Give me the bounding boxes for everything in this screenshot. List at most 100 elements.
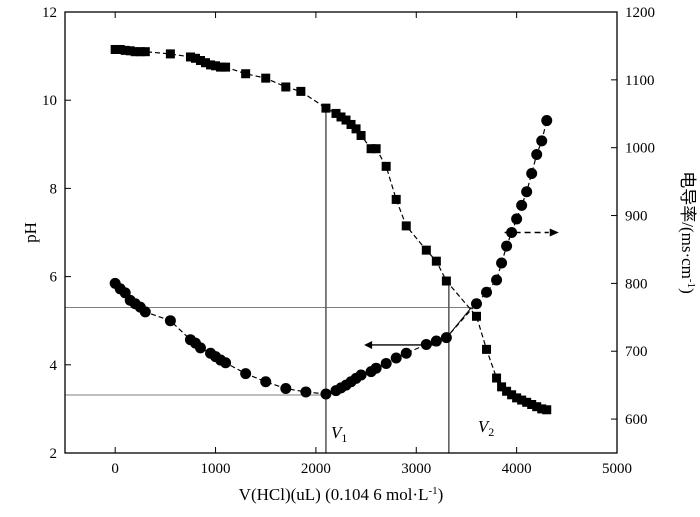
ph-data-point [517, 395, 527, 405]
conductivity-data-point [481, 286, 493, 298]
ph-data-point [216, 62, 226, 72]
y-right-tick-label: 1200 [625, 5, 655, 21]
conductivity-data-point [536, 135, 548, 147]
ph-data-point [371, 144, 381, 154]
ph-data-point [130, 47, 140, 57]
conductivity-data-point [240, 368, 252, 380]
ph-data-point [391, 194, 401, 204]
v2-annotation-text: V [478, 417, 491, 436]
ph-data-point [471, 311, 481, 321]
ph-data-point [241, 69, 251, 79]
left-axis-arrowhead [364, 340, 373, 349]
y-right-tick-label: 600 [625, 412, 648, 428]
ph-data-point [201, 58, 211, 68]
series-lines [114, 48, 548, 411]
ph-series-line [115, 48, 547, 411]
y-left-tick-label: 10 [42, 93, 57, 109]
ph-data-point [206, 60, 216, 70]
conductivity-data-point [506, 227, 518, 238]
conductivity-data-point [164, 315, 176, 327]
ph-data-point [507, 390, 517, 400]
ph-data-point [140, 47, 150, 57]
ph-data-point [351, 124, 361, 134]
v1-annotation-sub: 1 [341, 431, 347, 445]
y-left-tick-label: 2 [50, 446, 58, 462]
ph-data-point [421, 245, 431, 255]
conductivity-data-point [139, 306, 151, 318]
guide-lines [65, 108, 472, 453]
ph-data-point [492, 373, 502, 383]
axis-arrows [364, 228, 559, 349]
x-axis-title-text: V(HCl)(uL) (0.104 6 mol·L [239, 485, 429, 504]
conductivity-data-point [390, 352, 402, 364]
v2-annotation-sub: 2 [488, 425, 494, 439]
x-tick-label: 0 [111, 461, 119, 477]
ph-data-point [331, 108, 341, 118]
ph-data-point [431, 256, 441, 266]
x-axis-title-suffix: ) [438, 485, 444, 504]
ph-data-point [135, 47, 145, 57]
ph-data-point [532, 402, 542, 412]
v1-annotation-text: V [331, 423, 344, 442]
y-left-axis-title: pH [21, 222, 40, 243]
ph-data-point [195, 56, 205, 66]
ph-data-point [321, 103, 331, 113]
ph-data-point [211, 61, 221, 71]
conductivity-data-point [516, 199, 528, 211]
conductivity-data-point [531, 148, 543, 160]
ph-data-point [185, 52, 195, 62]
y-right-tick-label: 900 [625, 209, 648, 225]
ph-data-point [542, 405, 552, 415]
conductivity-data-point [355, 369, 367, 381]
conductivity-data-point [541, 115, 553, 127]
plot-frame [64, 11, 618, 454]
x-tick-label: 4000 [502, 461, 532, 477]
ph-data-point [120, 45, 130, 55]
ph-data-point [502, 386, 512, 396]
conductivity-data-point [511, 213, 523, 225]
y-right-tick-label: 1100 [625, 73, 654, 89]
ph-data-point [336, 112, 346, 122]
y-right-axis-title-suffix: ) [678, 288, 697, 294]
y-right-axis-title-sup: -1 [685, 279, 697, 288]
ph-data-point [522, 397, 532, 407]
conductivity-data-point [430, 335, 442, 347]
y-left-tick-label: 8 [50, 181, 58, 197]
conductivity-data-point [496, 257, 508, 269]
conductivity-data-point [380, 357, 392, 369]
conductivity-data-point [280, 383, 292, 395]
conductivity-data-point [501, 240, 513, 252]
ph-data-point [346, 119, 356, 129]
conductivity-data-point [194, 342, 206, 354]
x-tick-label: 3000 [401, 461, 431, 477]
conductivity-data-point [440, 332, 452, 344]
conductivity-data-point [400, 347, 412, 359]
ph-data-point [125, 46, 135, 56]
y-right-tick-label: 800 [625, 276, 648, 292]
conductivity-series-line [114, 120, 548, 395]
y-left-tick-label: 4 [50, 358, 58, 374]
ph-data-point [110, 44, 120, 54]
y-left-tick-label: 6 [50, 270, 58, 286]
conductivity-data-point [491, 274, 503, 286]
ph-data-point [296, 86, 306, 96]
conductivity-data-point [521, 186, 533, 198]
x-tick-label: 5000 [602, 461, 632, 477]
conductivity-data-point [370, 362, 382, 374]
ph-data-point [221, 62, 231, 72]
y-right-axis-title-text: 电导率/(ms·cm [678, 171, 697, 279]
ph-data-point [366, 144, 376, 154]
ph-data-point [401, 221, 411, 231]
ph-data-point [115, 44, 125, 54]
v2-annotation: V2 [478, 417, 494, 439]
conductivity-data-point [220, 357, 232, 369]
y-right-axis-title: 电导率/(ms·cm-1) [678, 171, 697, 294]
ph-data-point [165, 49, 175, 59]
v1-annotation: V1 [331, 423, 347, 445]
ph-data-point [537, 404, 547, 414]
x-tick-label: 1000 [201, 461, 231, 477]
ph-data-point [497, 382, 507, 392]
ph-data-point [261, 73, 271, 83]
